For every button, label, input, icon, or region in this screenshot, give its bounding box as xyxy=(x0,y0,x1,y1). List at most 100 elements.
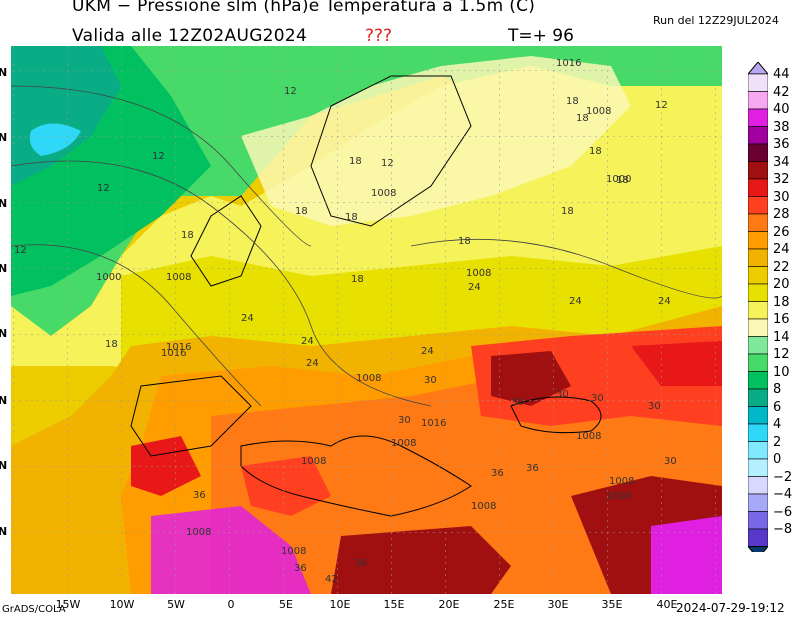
isotherm-label: 18 xyxy=(105,339,118,350)
longitude-label: 35E xyxy=(601,598,623,611)
run-time: Run del 12Z29JUL2024 xyxy=(653,14,779,27)
isobar-label: 1016 xyxy=(421,418,446,429)
longitude-label: 10W xyxy=(109,598,135,611)
legend-min-arrow xyxy=(748,546,768,552)
legend-swatch xyxy=(748,178,768,197)
isobar-label: 1000 xyxy=(96,272,121,283)
legend-swatch xyxy=(748,126,768,145)
isotherm-label: 12 xyxy=(655,100,668,111)
legend-swatch xyxy=(748,318,768,337)
longitude-label: 5W xyxy=(167,598,185,611)
legend-value: 14 xyxy=(773,329,790,345)
legend-swatch xyxy=(748,406,768,425)
legend-swatch xyxy=(748,248,768,267)
isotherm-label: 30 xyxy=(664,456,677,467)
legend-value: 18 xyxy=(773,294,790,310)
legend-swatch xyxy=(748,231,768,250)
map-canvas: 1016100810161000100010081008101610161008… xyxy=(11,46,722,594)
legend-value: −8 xyxy=(773,522,793,537)
legend-swatch xyxy=(748,388,768,407)
legend-swatch xyxy=(748,528,768,547)
isobar-labels: 1016100810161000100010081008101610161008… xyxy=(96,58,634,557)
legend-value: 40 xyxy=(773,102,790,117)
legend-value: −6 xyxy=(773,504,793,520)
legend-swatch xyxy=(748,91,768,110)
latitude-label: N xyxy=(0,66,8,79)
legend-max-arrow xyxy=(748,62,768,75)
legend-value: 42 xyxy=(773,84,790,100)
legend-value: 12 xyxy=(773,347,790,362)
isotherm-label: 36 xyxy=(193,490,206,501)
isotherm-label: 36 xyxy=(491,468,504,479)
longitude-label: 30E xyxy=(547,598,569,611)
isotherm-label: 36 xyxy=(294,563,307,574)
legend-value: 0 xyxy=(773,452,782,467)
render-timestamp: 2024-07-29-19:12 xyxy=(676,601,785,615)
lat-lon-grid xyxy=(11,46,722,594)
legend-value: 36 xyxy=(773,137,790,152)
isotherm-label: 18 xyxy=(576,113,589,124)
isotherm-labels: 12 12 12 12 12 12 18 18 18 18 18 18 18 18 18 18 18 18 24 24… xyxy=(14,86,677,585)
legend-swatch xyxy=(748,143,768,162)
isotherm-label: 36 xyxy=(526,463,539,474)
map-title: UKM − Pressione slm (hPa)e Temperatura a… xyxy=(72,0,536,16)
isobar-label: 1008 xyxy=(609,476,634,487)
isotherm-label: 12 xyxy=(381,158,394,169)
isobar-label: 1008 xyxy=(186,527,211,538)
legend-value: 38 xyxy=(773,119,790,135)
latitude-label: N xyxy=(0,262,8,275)
longitude-label: 20E xyxy=(438,598,460,611)
isotherm-label: 42 xyxy=(325,574,338,585)
longitude-label: 15E xyxy=(383,598,405,611)
isotherm-label: 24 xyxy=(241,313,254,324)
longitude-label: 10E xyxy=(329,598,351,611)
isotherm-label: 18 xyxy=(561,206,574,217)
legend-value: 32 xyxy=(773,172,790,187)
legend-swatch xyxy=(748,441,768,460)
isotherm-label: 24 xyxy=(569,296,582,307)
isotherm-label: 30 xyxy=(511,397,524,408)
legend-value: 44 xyxy=(773,67,790,82)
legend-value: 20 xyxy=(773,277,790,292)
legend-value: −2 xyxy=(773,469,793,485)
isobar-label: 1000 xyxy=(606,491,631,502)
isotherm-label: 18 xyxy=(345,212,358,223)
isotherm-label: 30 xyxy=(398,415,411,426)
legend-swatch xyxy=(748,476,768,495)
valid-time: Valida alle 12Z02AUG2024 xyxy=(72,26,308,46)
isobar-label: 1008 xyxy=(471,501,496,512)
legend-value: 24 xyxy=(773,242,790,257)
isotherm-label: 24 xyxy=(658,296,671,307)
legend-value: 22 xyxy=(773,259,790,275)
isotherm-label: 30 xyxy=(424,375,437,386)
legend-value: 2 xyxy=(773,434,782,450)
temperature-color-legend xyxy=(748,62,768,552)
legend-value: 6 xyxy=(773,399,782,415)
isotherm-label: 18 xyxy=(351,274,364,285)
latitude-label: N xyxy=(0,525,8,538)
legend-value: 34 xyxy=(773,154,790,170)
legend-swatch xyxy=(748,511,768,530)
legend-swatch xyxy=(748,73,768,92)
legend-swatch xyxy=(748,493,768,512)
legend-value: 16 xyxy=(773,312,790,327)
isotherm-label: 18 xyxy=(181,230,194,241)
isotherm-label: 24 xyxy=(306,358,319,369)
isotherm-label: 12 xyxy=(284,86,297,97)
isobar-label: 1008 xyxy=(466,268,491,279)
isobar-label: 1016 xyxy=(161,348,186,359)
legend-swatch xyxy=(748,336,768,355)
longitude-label: 40E xyxy=(656,598,678,611)
legend-value: 30 xyxy=(773,189,790,205)
isotherm-label: 12 xyxy=(152,151,165,162)
isobar-label: 1000 xyxy=(606,174,631,185)
isotherm-label: 18 xyxy=(458,236,471,247)
isobar-label: 1008 xyxy=(371,188,396,199)
weather-map: 1016 1008 1016 1000 1000 1008 1008 1016 1016 1008… xyxy=(11,46,722,594)
legend-value: 10 xyxy=(773,364,790,380)
legend-swatch xyxy=(748,161,768,180)
isobar-label: 1008 xyxy=(576,431,601,442)
legend-swatch xyxy=(748,353,768,372)
isotherm-label: 12 xyxy=(14,245,27,256)
isobar-label: 1008 xyxy=(586,106,611,117)
